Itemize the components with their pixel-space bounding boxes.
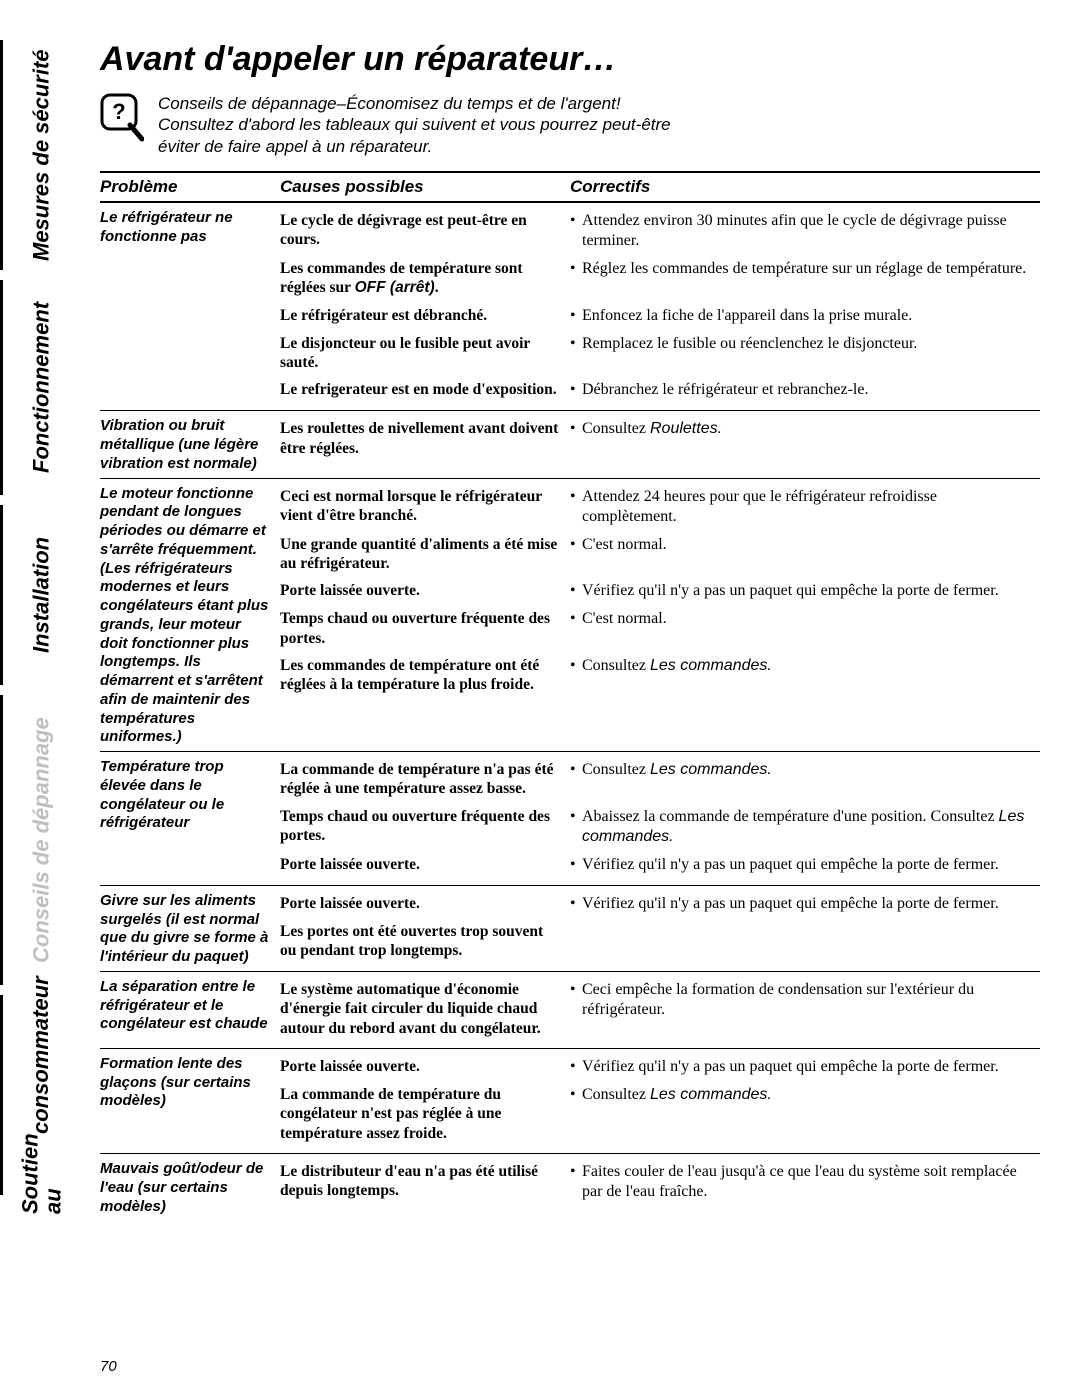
fix-cell: •Vérifiez qu'il n'y a pas un paquet qui … <box>570 1057 1040 1077</box>
solution-row: Le système automatique d'économie d'éner… <box>280 978 1040 1044</box>
fix-cell <box>570 922 1040 961</box>
solution-row: Le disjoncteur ou le fusible peut avoir … <box>280 332 1040 379</box>
solution-row: Temps chaud ou ouverture fréquente des p… <box>280 607 1040 654</box>
problem-cell: Mauvais goût/odeur de l'eau (sur certain… <box>100 1160 280 1216</box>
header-problem: Problème <box>100 177 280 197</box>
problem-cell: Givre sur les aliments surgelés (il est … <box>100 892 280 967</box>
fix-cell: •Consultez Roulettes. <box>570 419 1040 458</box>
header-cause: Causes possibles <box>280 177 570 197</box>
cause-cell: Porte laissée ouverte. <box>280 855 570 875</box>
solution-row: Les portes ont été ouvertes trop souvent… <box>280 920 1040 967</box>
page-title: Avant d'appeler un réparateur… <box>100 40 1040 79</box>
solution-row: Une grande quantité d'aliments a été mis… <box>280 533 1040 580</box>
intro-text: Conseils de dépannage–Économisez du temp… <box>158 93 678 157</box>
problem-cell: Formation lente des glaçons (sur certain… <box>100 1055 280 1149</box>
fix-cell: •Enfoncez la fiche de l'appareil dans la… <box>570 306 1040 326</box>
table-row: Le réfrigérateur ne fonctionne pasLe cyc… <box>100 203 1040 412</box>
cause-cell: Temps chaud ou ouverture fréquente des p… <box>280 807 570 847</box>
table-row: Température trop élevée dans le congélat… <box>100 752 1040 886</box>
cause-cell: La commande de température du congélateu… <box>280 1085 570 1143</box>
problem-cell: Vibration ou bruit métallique (une légèr… <box>100 417 280 473</box>
solution-row: Ceci est normal lorsque le réfrigérateur… <box>280 485 1040 533</box>
sidebar-tab: Mesures de sécurité <box>0 40 80 270</box>
fix-cell: •Abaissez la commande de température d'u… <box>570 807 1040 847</box>
fix-cell: •Faites couler de l'eau jusqu'à ce que l… <box>570 1162 1040 1202</box>
fix-cell: •Consultez Les commandes. <box>570 656 1040 695</box>
fix-cell: •Vérifiez qu'il n'y a pas un paquet qui … <box>570 581 1040 601</box>
cause-cell: Les commandes de température ont été rég… <box>280 656 570 695</box>
table-header: Problème Causes possibles Correctifs <box>100 171 1040 203</box>
table-row: Formation lente des glaçons (sur certain… <box>100 1049 1040 1154</box>
table-row: Givre sur les aliments surgelés (il est … <box>100 886 1040 972</box>
fix-cell: •Vérifiez qu'il n'y a pas un paquet qui … <box>570 894 1040 914</box>
solution-row: Temps chaud ou ouverture fréquente des p… <box>280 805 1040 853</box>
solution-row: Le refrigerateur est en mode d'expositio… <box>280 378 1040 406</box>
fix-cell: •Consultez Les commandes. <box>570 1085 1040 1143</box>
fix-cell: •Réglez les commandes de température sur… <box>570 259 1040 298</box>
intro-block: ? Conseils de dépannage–Économisez du te… <box>100 93 1040 157</box>
cause-cell: Les portes ont été ouvertes trop souvent… <box>280 922 570 961</box>
troubleshooting-table: Le réfrigérateur ne fonctionne pasLe cyc… <box>100 203 1040 1221</box>
problem-cell: Le moteur fonctionne pendant de longues … <box>100 485 280 748</box>
fix-cell: •Remplacez le fusible ou réenclenchez le… <box>570 334 1040 373</box>
sidebar-tab: Fonctionnement <box>0 280 80 495</box>
cause-cell: Le système automatique d'économie d'éner… <box>280 980 570 1038</box>
cause-cell: Les roulettes de nivellement avant doive… <box>280 419 570 458</box>
table-row: Vibration ou bruit métallique (une légèr… <box>100 411 1040 478</box>
solution-row: Porte laissée ouverte.•Vérifiez qu'il n'… <box>280 892 1040 920</box>
solution-row: La commande de température n'a pas été r… <box>280 758 1040 805</box>
solution-row: Les roulettes de nivellement avant doive… <box>280 417 1040 464</box>
solution-row: Porte laissée ouverte.•Vérifiez qu'il n'… <box>280 853 1040 881</box>
cause-cell: Une grande quantité d'aliments a été mis… <box>280 535 570 574</box>
solution-row: La commande de température du congélateu… <box>280 1083 1040 1149</box>
sidebar-tab: Conseils de dépannage <box>0 695 80 985</box>
page-number: 70 <box>100 1358 117 1375</box>
cause-cell: La commande de température n'a pas été r… <box>280 760 570 799</box>
sidebar-tab: Installation <box>0 505 80 685</box>
problem-cell: Le réfrigérateur ne fonctionne pas <box>100 209 280 407</box>
cause-cell: Porte laissée ouverte. <box>280 581 570 601</box>
solution-row: Porte laissée ouverte.•Vérifiez qu'il n'… <box>280 1055 1040 1083</box>
solution-row: Porte laissée ouverte.•Vérifiez qu'il n'… <box>280 579 1040 607</box>
fix-cell: •Ceci empêche la formation de condensati… <box>570 980 1040 1038</box>
table-row: La séparation entre le réfrigérateur et … <box>100 972 1040 1049</box>
cause-cell: Le réfrigérateur est débranché. <box>280 306 570 326</box>
fix-cell: •Consultez Les commandes. <box>570 760 1040 799</box>
solution-row: Le cycle de dégivrage est peut-être en c… <box>280 209 1040 257</box>
fix-cell: •Vérifiez qu'il n'y a pas un paquet qui … <box>570 855 1040 875</box>
cause-cell: Les commandes de température sont réglée… <box>280 259 570 298</box>
fix-cell: •C'est normal. <box>570 609 1040 648</box>
question-magnifier-icon: ? <box>100 93 144 143</box>
fix-cell: •Attendez 24 heures pour que le réfrigér… <box>570 487 1040 527</box>
svg-text:?: ? <box>112 99 125 124</box>
cause-cell: Ceci est normal lorsque le réfrigérateur… <box>280 487 570 527</box>
solution-row: Le réfrigérateur est débranché.•Enfoncez… <box>280 304 1040 332</box>
cause-cell: Le cycle de dégivrage est peut-être en c… <box>280 211 570 251</box>
table-row: Mauvais goût/odeur de l'eau (sur certain… <box>100 1154 1040 1220</box>
table-row: Le moteur fonctionne pendant de longues … <box>100 479 1040 753</box>
cause-cell: Le distributeur d'eau n'a pas été utilis… <box>280 1162 570 1202</box>
cause-cell: Le disjoncteur ou le fusible peut avoir … <box>280 334 570 373</box>
cause-cell: Le refrigerateur est en mode d'expositio… <box>280 380 570 400</box>
cause-cell: Porte laissée ouverte. <box>280 894 570 914</box>
cause-cell: Porte laissée ouverte. <box>280 1057 570 1077</box>
cause-cell: Temps chaud ou ouverture fréquente des p… <box>280 609 570 648</box>
fix-cell: •Débranchez le réfrigérateur et rebranch… <box>570 380 1040 400</box>
page-content: Avant d'appeler un réparateur… ? Conseil… <box>100 40 1040 1367</box>
solution-row: Les commandes de température ont été rég… <box>280 654 1040 701</box>
fix-cell: •C'est normal. <box>570 535 1040 574</box>
fix-cell: •Attendez environ 30 minutes afin que le… <box>570 211 1040 251</box>
sidebar-tab: Soutien auconsommateur <box>0 995 80 1195</box>
solution-row: Les commandes de température sont réglée… <box>280 257 1040 304</box>
sidebar-tabs: Mesures de sécurité Fonctionnement Install… <box>0 40 80 1357</box>
problem-cell: Température trop élevée dans le congélat… <box>100 758 280 881</box>
problem-cell: La séparation entre le réfrigérateur et … <box>100 978 280 1044</box>
solution-row: Le distributeur d'eau n'a pas été utilis… <box>280 1160 1040 1208</box>
header-fix: Correctifs <box>570 177 1040 197</box>
